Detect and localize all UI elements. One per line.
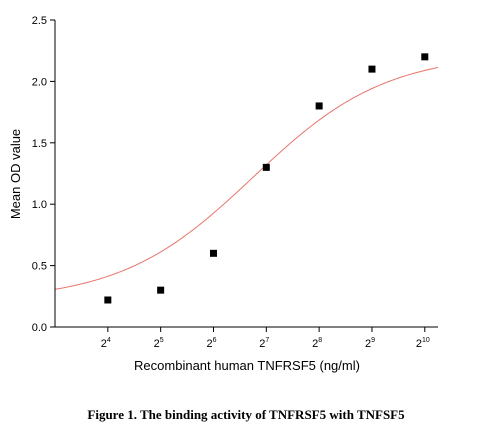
axes [54,20,438,328]
figure-caption: Figure 1. The binding activity of TNFRSF… [87,407,405,422]
fit-curve [54,67,439,290]
data-point [315,102,323,110]
x-tick-base: 2 [206,338,212,350]
x-tick-exponent: 8 [318,337,322,344]
x-tick-label: 24 [101,337,111,350]
x-ticks: 24 25 26 27 28 29 210 [101,327,430,350]
data-point [262,163,270,171]
x-tick-exponent: 5 [160,337,164,344]
x-axis-title: Recombinant human TNFRSF5 (ng/ml) [134,358,360,373]
data-point [368,65,376,73]
x-tick-base: 2 [312,338,318,350]
x-tick-base: 2 [259,338,265,350]
data-point [157,286,165,294]
x-tick-exponent: 9 [371,337,375,344]
fit-curve-layer [54,67,439,290]
data-point [421,53,429,61]
x-tick-label: 25 [154,337,164,350]
y-tick-label: 2.0 [32,76,47,88]
x-tick-exponent: 6 [213,337,217,344]
x-tick-exponent: 10 [422,337,430,344]
data-points [104,53,429,304]
y-tick-label: 0.5 [32,261,47,273]
x-tick-exponent: 4 [107,337,111,344]
y-tick-label: 1.5 [32,138,47,150]
data-point [209,249,217,257]
y-tick-label: 1.0 [32,199,47,211]
x-tick-label: 26 [206,337,216,350]
x-tick-base: 2 [365,338,371,350]
x-tick-label: 28 [312,337,322,350]
x-tick-base: 2 [154,338,160,350]
x-tick-label: 29 [365,337,375,350]
y-axis-title: Mean OD value [8,129,23,219]
y-tick-label: 2.5 [32,15,47,27]
x-tick-base: 2 [416,338,422,350]
y-ticks: 0.0 0.5 1.0 1.5 2.0 2.5 [32,15,55,334]
x-tick-label: 27 [259,337,269,350]
y-tick-label: 0.0 [32,322,47,334]
data-point [104,296,112,304]
x-tick-label: 210 [416,337,430,350]
x-tick-exponent: 7 [265,337,269,344]
x-tick-base: 2 [101,338,107,350]
